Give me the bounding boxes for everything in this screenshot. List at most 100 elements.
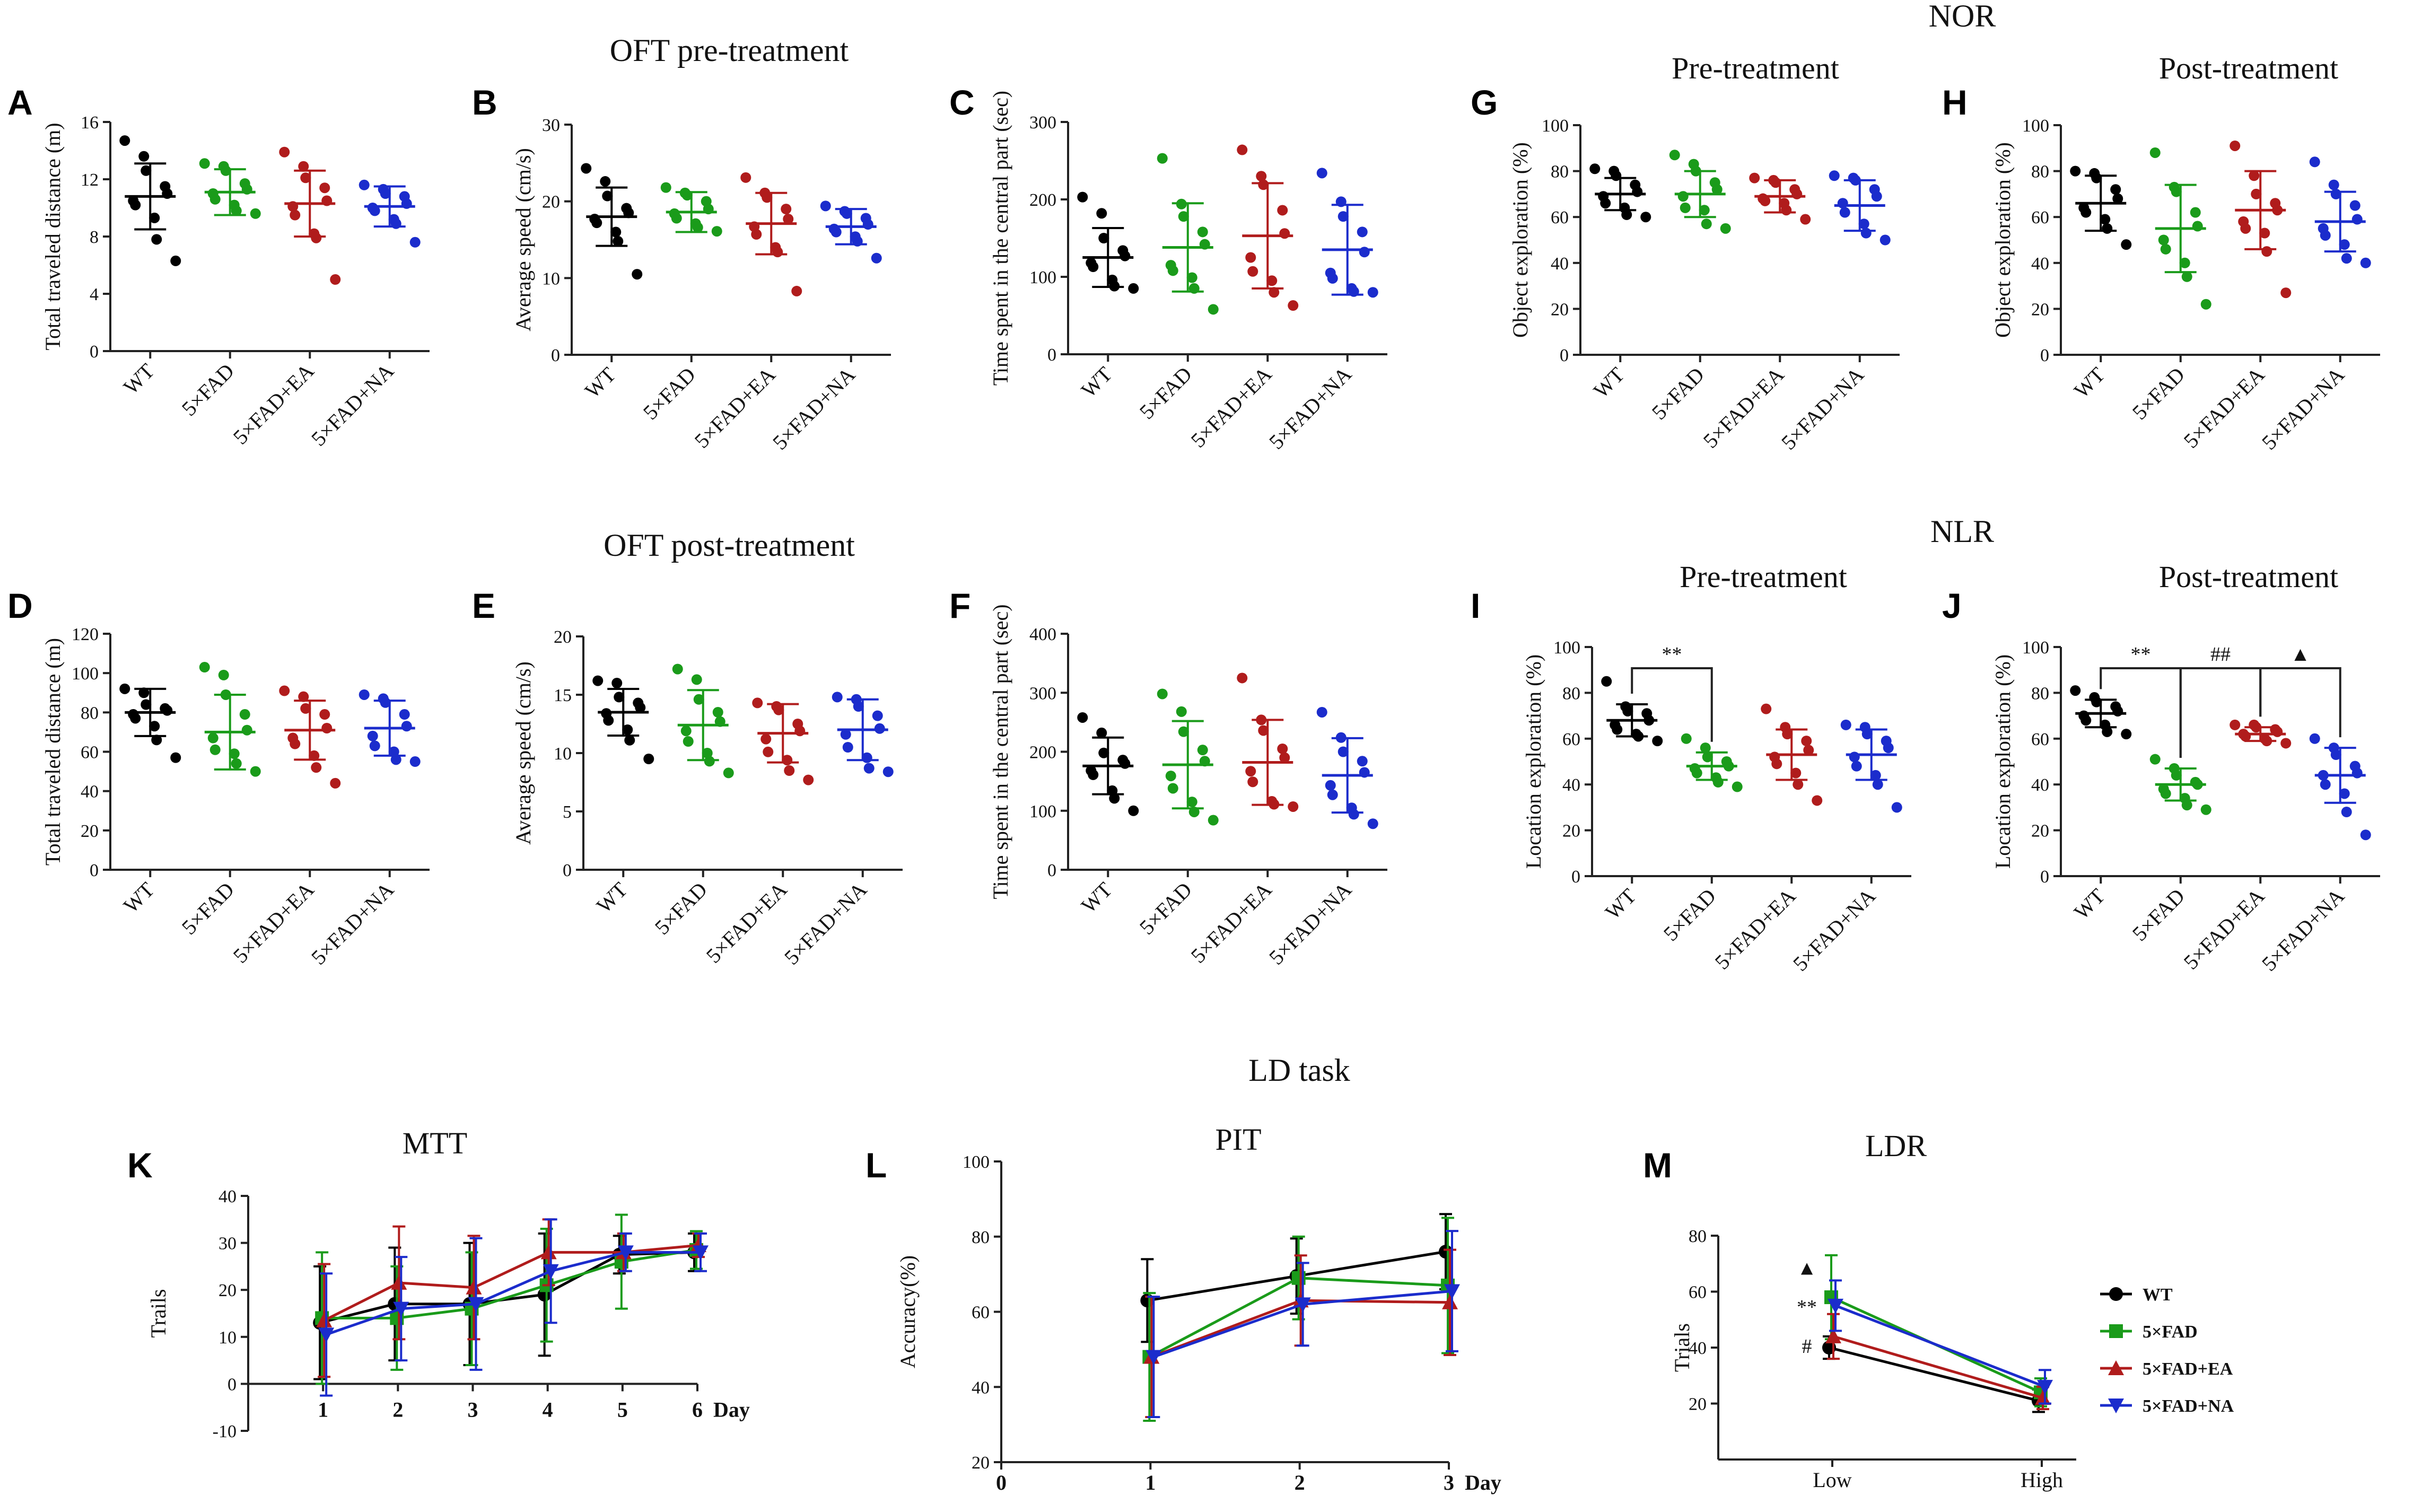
data-point (367, 730, 378, 741)
y-tick-label: 60 (2031, 208, 2049, 228)
data-point (752, 697, 763, 709)
data-point (119, 135, 130, 146)
data-point (1120, 758, 1131, 769)
data-point (2192, 221, 2203, 232)
data-point (319, 182, 330, 194)
series-line (326, 1251, 701, 1336)
data-point (199, 662, 210, 673)
data-point (840, 729, 851, 740)
data-point (602, 190, 613, 202)
data-point (1839, 207, 1850, 218)
series-line (1835, 1304, 2045, 1388)
panel-c: C 0 100 200 300 Time spent in the central par… (949, 83, 1387, 454)
y-axis-label: Object exploration (%) (1508, 142, 1532, 338)
line-marker (1442, 1294, 1458, 1309)
series-5xfad-na (359, 179, 421, 248)
data-point (2339, 239, 2350, 250)
y-tick-label: 20 (542, 193, 560, 212)
x-category-label-wt: WT (1589, 363, 1629, 403)
panel-g: G Pre-treatment 0 20 40 60 80 100 Object explora… (1471, 51, 1900, 455)
data-point (1621, 209, 1632, 220)
data-point (319, 709, 330, 720)
data-point (2181, 271, 2192, 282)
line-marker (318, 1327, 335, 1343)
panel-letter-a: A (7, 83, 33, 122)
data-point (781, 204, 792, 215)
data-point (1077, 191, 1088, 203)
data-point (592, 675, 604, 686)
data-point (1790, 767, 1802, 779)
data-point (2171, 770, 2182, 781)
panel-i: I Pre-treatment 0 20 40 60 80 100 Location explo… (1471, 560, 1911, 976)
data-point (2309, 733, 2320, 744)
data-point (632, 269, 643, 280)
data-point (1266, 275, 1278, 286)
data-point (832, 692, 843, 703)
y-axis-label: Average speed (cm/s) (511, 148, 535, 331)
series-5xfad (199, 662, 261, 777)
data-point (1088, 261, 1099, 273)
data-point (1600, 198, 1611, 209)
data-point (1681, 733, 1692, 744)
data-point (711, 226, 722, 237)
y-tick-label: 60 (2031, 730, 2049, 749)
series-5xfad-na (2309, 156, 2371, 268)
x-category-label-5xfad: 5×FAD (1135, 362, 1196, 424)
data-point (141, 699, 152, 710)
y-tick-label: 15 (554, 686, 572, 705)
data-point (2251, 188, 2262, 199)
data-point (2320, 779, 2331, 790)
y-tick-label: 60 (1551, 208, 1569, 228)
data-point (130, 199, 141, 211)
data-point (1691, 767, 1702, 779)
data-point (298, 691, 309, 702)
line-marker (617, 1245, 634, 1261)
y-tick-label: 20 (1562, 821, 1580, 841)
data-point (1316, 706, 1327, 718)
y-axis-label: Trails (146, 1289, 170, 1338)
y-tick-label: 0 (551, 346, 560, 365)
data-point (1186, 797, 1197, 808)
y-tick-label: 100 (2022, 638, 2049, 658)
line-marker (2035, 1389, 2051, 1405)
series-wt (1077, 712, 1139, 816)
data-point (794, 726, 806, 737)
series-wt (2070, 165, 2132, 250)
series-line (324, 1244, 699, 1322)
x-tick-label: 5 (617, 1397, 628, 1421)
data-point (1801, 736, 1812, 747)
data-point (1858, 219, 1869, 230)
series-5xfad (199, 158, 261, 219)
significance-label: ▲ (2290, 643, 2311, 666)
legend-item-wt: WT (2100, 1285, 2173, 1305)
data-point (2230, 719, 2241, 730)
y-tick-label: 20 (554, 627, 572, 647)
x-tick-label: 2 (1295, 1471, 1305, 1494)
data-point (1812, 795, 1823, 806)
series-5xfad-na (820, 200, 882, 264)
line-marker (1828, 1298, 1843, 1314)
data-point (311, 232, 322, 243)
line-marker (543, 1264, 559, 1279)
data-point (321, 723, 333, 733)
data-point (2190, 207, 2201, 218)
x-category-label-5xfad-ea: 5×FAD+EA (229, 877, 319, 967)
series-5xfad-ea (2230, 140, 2292, 299)
data-point (2179, 257, 2190, 268)
data-point (2200, 804, 2211, 815)
y-tick-label: 0 (1560, 346, 1569, 365)
title-oft-pre: OFT pre-treatment (610, 33, 849, 68)
data-point (390, 754, 401, 765)
significance-label: ** (2131, 643, 2151, 666)
data-point (218, 669, 229, 680)
data-point (199, 158, 210, 169)
x-category-label-5xfad-na: 5×FAD+NA (307, 877, 398, 969)
data-point (763, 746, 774, 757)
panel-letter-c: C (949, 83, 975, 122)
data-point (1245, 252, 1256, 263)
y-axis-label: Total traveled distance (m) (41, 638, 65, 866)
data-point (119, 683, 130, 694)
data-point (853, 701, 864, 712)
